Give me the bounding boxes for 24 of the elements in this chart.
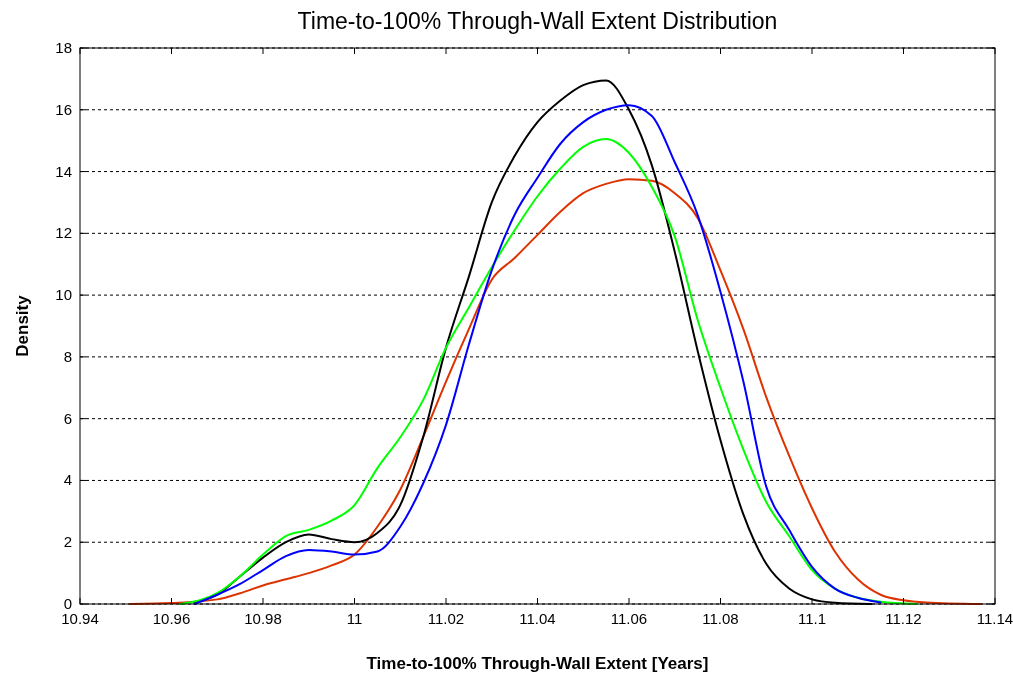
x-tick-label: 11.06 <box>610 610 648 627</box>
x-tick-label: 10.94 <box>61 610 99 627</box>
y-tick-label: 4 <box>63 471 72 489</box>
x-tick-label: 10.98 <box>244 610 282 627</box>
y-tick-label: 6 <box>63 409 72 427</box>
y-tick-label: 12 <box>55 224 72 242</box>
y-tick-label: 0 <box>63 595 72 612</box>
chart-title: Time-to-100% Through-Wall Extent Distribution <box>297 8 778 34</box>
y-tick-label: 14 <box>55 162 72 180</box>
y-tick-label: 2 <box>63 533 72 551</box>
y-tick-label: 8 <box>63 347 72 365</box>
x-tick-label: 11.12 <box>885 610 922 627</box>
x-tick-label: 11.04 <box>519 610 556 627</box>
x-tick-label: 11.02 <box>427 610 465 627</box>
x-tick-label: 11 <box>346 610 363 627</box>
y-axis-title: Density <box>13 294 32 357</box>
x-tick-label: 11.08 <box>702 610 739 627</box>
x-tick-label: 11.1 <box>797 610 827 627</box>
y-tick-label: 18 <box>55 39 72 56</box>
x-tick-label: 10.96 <box>152 610 191 627</box>
y-tick-label: 16 <box>55 100 72 118</box>
x-tick-label: 11.14 <box>976 610 1013 627</box>
y-tick-label: 10 <box>55 286 72 304</box>
x-axis-title: Time-to-100% Through-Wall Extent [Years] <box>366 654 709 673</box>
